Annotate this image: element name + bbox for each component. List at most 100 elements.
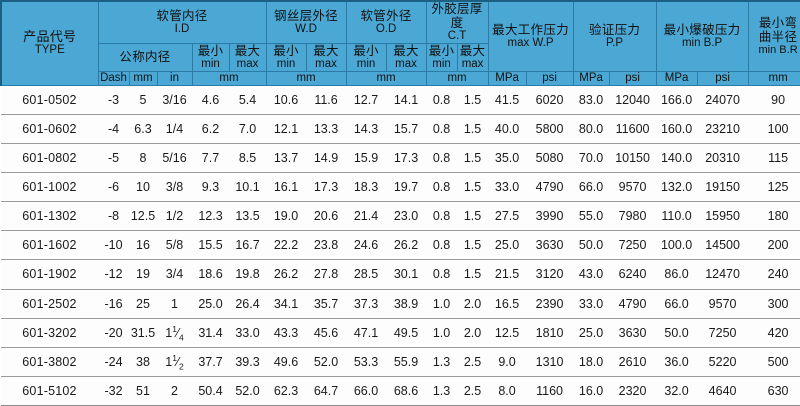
cell-wp-mpa: 9.0 xyxy=(488,346,527,377)
header-wd-min: 最小 min xyxy=(265,42,307,72)
cell-wd-max: 17.3 xyxy=(306,171,347,203)
cell-type: 601-1002 xyxy=(1,171,98,203)
cell-bp-mpa: 32.0 xyxy=(656,375,698,406)
cell-pp-psi: 3630 xyxy=(609,317,657,348)
header-od-max-en: max xyxy=(395,57,417,70)
header-id-max: 最大 max xyxy=(228,42,267,72)
cell-pp-psi: 7250 xyxy=(609,230,657,261)
header-group-od-zh: 软管外径 xyxy=(360,9,412,23)
cell-id-max: 8.5 xyxy=(229,142,267,174)
cell-wd-max: 14.9 xyxy=(306,142,347,174)
header-wd-max: 最大 max xyxy=(305,42,347,72)
cell-pp-psi: 12040 xyxy=(609,84,657,115)
header-group-wp: 最大工作压力 max W.P xyxy=(487,0,574,72)
cell-od-min: 15.9 xyxy=(346,142,387,174)
header-group-bp: 最小爆破压力 min B.P xyxy=(655,0,749,72)
cell-bp-psi: 9570 xyxy=(697,288,749,319)
cell-wd-max: 45.6 xyxy=(306,317,347,348)
cell-id-min: 15.5 xyxy=(192,230,229,261)
header-group-bp-zh: 最小爆破压力 xyxy=(663,22,741,37)
cell-ct-max: 1.5 xyxy=(457,142,489,174)
cell-ct-min: 0.8 xyxy=(426,201,458,232)
header-nominal-id-zh: 公称内径 xyxy=(119,50,171,65)
cell-wp-mpa: 21.5 xyxy=(488,259,527,290)
cell-bp-psi: 7250 xyxy=(697,317,749,348)
header-ct-min-en: min xyxy=(432,57,451,70)
cell-nom-mm: 38 xyxy=(129,346,157,377)
unit-nominal-in: in xyxy=(156,70,193,86)
cell-type: 601-0802 xyxy=(1,142,98,174)
cell-id-max: 19.8 xyxy=(229,259,267,290)
cell-nom-mm: 5 xyxy=(129,84,157,115)
cell-wp-psi: 5800 xyxy=(526,113,574,144)
header-group-id: 软管内径 I.D xyxy=(97,0,267,44)
cell-id-min: 7.7 xyxy=(192,142,229,174)
cell-od-max: 23.0 xyxy=(386,201,427,232)
cell-id-min: 50.4 xyxy=(192,375,229,406)
cell-dash: -5 xyxy=(98,142,129,174)
header-ct-max: 最大 max xyxy=(456,42,489,72)
cell-wd-max: 52.0 xyxy=(306,346,347,377)
cell-type: 601-5102 xyxy=(1,375,98,406)
cell-id-max: 26.4 xyxy=(229,288,267,319)
table-body: 601-0502 -3 5 3/16 4.6 5.4 10.6 11.6 12.7 14.1 0.8… xyxy=(1,84,800,406)
cell-nom-in: 1/2 xyxy=(157,201,192,232)
cell-pp-psi: 10150 xyxy=(609,142,657,174)
header-group-wd-en: W.D xyxy=(295,23,317,35)
cell-ct-max: 2.5 xyxy=(457,375,489,406)
unit-pp-mpa: MPa xyxy=(572,70,610,86)
header-wd-min-en: min xyxy=(276,57,296,70)
header-nominal-id: 公称内径 xyxy=(97,42,193,72)
cell-od-max: 26.2 xyxy=(386,230,427,261)
cell-pp-mpa: 83.0 xyxy=(573,84,610,115)
cell-id-min: 4.6 xyxy=(192,84,229,115)
header-ct-min-zh: 最小 xyxy=(428,43,455,58)
unit-od-mm: mm xyxy=(345,70,427,86)
cell-ct-min: 0.8 xyxy=(426,113,458,144)
cell-nom-mm: 19 xyxy=(129,259,157,290)
cell-od-max: 68.6 xyxy=(386,375,427,406)
header-group-pp: 验证压力 P.P xyxy=(572,0,657,72)
cell-pp-psi: 7980 xyxy=(609,201,657,232)
table-row: 601-0602 -4 6.3 1/4 6.2 7.0 12.1 13.3 14.3 15.7 0.… xyxy=(1,113,800,144)
cell-id-min: 9.3 xyxy=(192,171,229,203)
cell-ct-min: 1.0 xyxy=(426,317,458,348)
cell-bp-mpa: 50.0 xyxy=(656,317,698,348)
cell-pp-mpa: 16.0 xyxy=(573,375,610,406)
cell-bp-psi: 19150 xyxy=(697,171,749,203)
cell-nom-in: 3/8 xyxy=(157,171,192,203)
cell-wd-min: 22.2 xyxy=(266,230,307,261)
cell-id-min: 37.7 xyxy=(192,346,229,377)
cell-br-mm: 180 xyxy=(748,201,800,232)
cell-od-min: 24.6 xyxy=(346,230,387,261)
cell-wd-min: 43.3 xyxy=(266,317,307,348)
cell-wp-mpa: 25.0 xyxy=(488,230,527,261)
cell-ct-min: 0.8 xyxy=(426,171,458,203)
header-id-max-en: max xyxy=(236,57,259,70)
cell-ct-max: 2.0 xyxy=(457,288,489,319)
cell-bp-mpa: 166.0 xyxy=(656,84,698,115)
cell-bp-psi: 20310 xyxy=(697,142,749,174)
cell-dash: -20 xyxy=(98,317,129,348)
cell-id-min: 12.3 xyxy=(192,201,229,232)
cell-od-max: 38.9 xyxy=(386,288,427,319)
cell-pp-psi: 4790 xyxy=(609,288,657,319)
cell-wd-min: 13.7 xyxy=(266,142,307,174)
cell-br-mm: 200 xyxy=(748,230,800,261)
table-row: 601-3802 -24 38 11⁄2 37.7 39.3 49.6 52.0 53.3 55.… xyxy=(1,346,800,377)
cell-wp-mpa: 27.5 xyxy=(488,201,527,232)
cell-pp-mpa: 55.0 xyxy=(573,201,610,232)
cell-wd-max: 20.6 xyxy=(306,201,347,232)
cell-wd-max: 27.8 xyxy=(306,259,347,290)
cell-od-max: 15.7 xyxy=(386,113,427,144)
cell-wd-min: 34.1 xyxy=(266,288,307,319)
table-row: 601-0502 -3 5 3/16 4.6 5.4 10.6 11.6 12.7 14.1 0.8… xyxy=(1,84,800,115)
cell-bp-mpa: 140.0 xyxy=(656,142,698,174)
cell-od-max: 19.7 xyxy=(386,171,427,203)
table-row: 601-3202 -20 31.5 11⁄4 31.4 33.0 43.3 45.6 47.1 4… xyxy=(1,317,800,348)
header-group-od: 软管外径 O.D xyxy=(345,0,427,44)
cell-wp-mpa: 33.0 xyxy=(488,171,527,203)
table-row: 601-2502 -16 25 1 25.0 26.4 34.1 35.7 37.3 38.9 1.… xyxy=(1,288,800,319)
cell-wd-min: 16.1 xyxy=(266,171,307,203)
header-id-max-zh: 最大 xyxy=(234,43,261,58)
